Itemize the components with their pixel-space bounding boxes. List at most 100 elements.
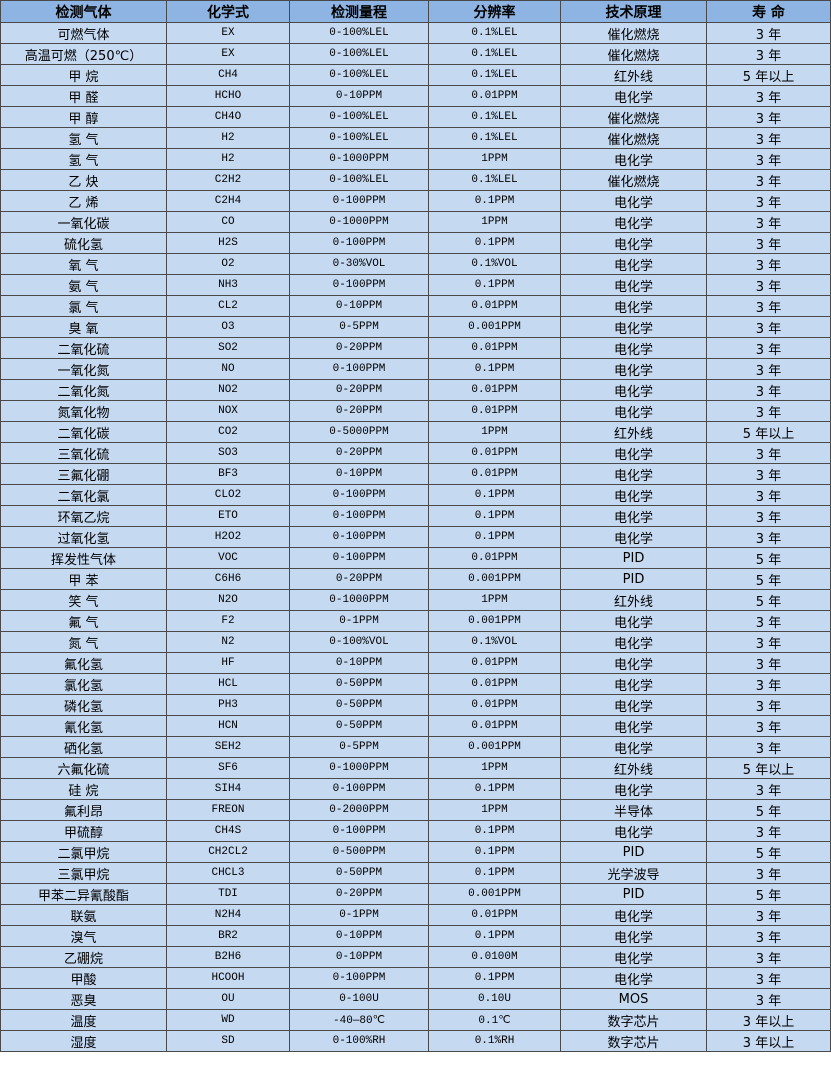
cell-range: 0-100PPM <box>289 505 429 527</box>
cell-range: 0-100%LEL <box>289 169 429 191</box>
table-row: 氟 气 F2 0-1PPM 0.001PPM 电化学 3 年 <box>0 610 831 632</box>
cell-resolution: 0.1PPM <box>428 232 561 254</box>
cell-range: 0-100PPM <box>289 820 429 842</box>
cell-formula: OU <box>166 988 290 1010</box>
cell-lifespan: 3 年 <box>706 22 831 44</box>
table-row: 二氧化氯 CLO2 0-100PPM 0.1PPM 电化学 3 年 <box>0 484 831 506</box>
table-row: 磷化氢 PH3 0-50PPM 0.01PPM 电化学 3 年 <box>0 694 831 716</box>
cell-lifespan: 3 年 <box>706 967 831 989</box>
table-row: 三氟化硼 BF3 0-10PPM 0.01PPM 电化学 3 年 <box>0 463 831 485</box>
cell-lifespan: 3 年 <box>706 736 831 758</box>
cell-range: 0-50PPM <box>289 673 429 695</box>
cell-lifespan: 3 年 <box>706 652 831 674</box>
cell-gas: 甲硫醇 <box>0 820 167 842</box>
cell-resolution: 0.1℃ <box>428 1009 561 1031</box>
cell-formula: C2H2 <box>166 169 290 191</box>
cell-resolution: 0.01PPM <box>428 295 561 317</box>
cell-resolution: 0.001PPM <box>428 568 561 590</box>
cell-lifespan: 3 年以上 <box>706 1030 831 1052</box>
cell-gas: 氮氧化物 <box>0 400 167 422</box>
cell-range: 0-100%LEL <box>289 106 429 128</box>
cell-lifespan: 3 年 <box>706 43 831 65</box>
table-row: 甲 苯 C6H6 0-20PPM 0.001PPM PID 5 年 <box>0 568 831 590</box>
cell-range: 0-2000PPM <box>289 799 429 821</box>
cell-principle: 电化学 <box>560 190 707 212</box>
cell-gas: 磷化氢 <box>0 694 167 716</box>
cell-gas: 环氧乙烷 <box>0 505 167 527</box>
cell-range: 0-1000PPM <box>289 589 429 611</box>
cell-formula: H2S <box>166 232 290 254</box>
cell-range: 0-100PPM <box>289 232 429 254</box>
header-range: 检测量程 <box>289 0 429 23</box>
cell-resolution: 1PPM <box>428 757 561 779</box>
cell-gas: 二氯甲烷 <box>0 841 167 863</box>
cell-principle: 电化学 <box>560 925 707 947</box>
header-principle: 技术原理 <box>560 0 707 23</box>
cell-formula: BF3 <box>166 463 290 485</box>
cell-gas: 乙硼烷 <box>0 946 167 968</box>
table-row: 甲酸 HCOOH 0-100PPM 0.1PPM 电化学 3 年 <box>0 967 831 989</box>
cell-principle: 电化学 <box>560 379 707 401</box>
table-row: 硅 烷 SIH4 0-100PPM 0.1PPM 电化学 3 年 <box>0 778 831 800</box>
cell-lifespan: 3 年 <box>706 631 831 653</box>
cell-formula: TDI <box>166 883 290 905</box>
cell-resolution: 0.1%LEL <box>428 127 561 149</box>
cell-gas: 氟利昂 <box>0 799 167 821</box>
cell-resolution: 0.001PPM <box>428 316 561 338</box>
cell-range: 0-100PPM <box>289 358 429 380</box>
table-row: 联氨 N2H4 0-1PPM 0.01PPM 电化学 3 年 <box>0 904 831 926</box>
cell-resolution: 0.1PPM <box>428 862 561 884</box>
header-formula: 化学式 <box>166 0 290 23</box>
cell-lifespan: 3 年 <box>706 715 831 737</box>
table-row: 甲苯二异氰酸酯 TDI 0-20PPM 0.001PPM PID 5 年 <box>0 883 831 905</box>
cell-principle: 电化学 <box>560 463 707 485</box>
cell-resolution: 1PPM <box>428 211 561 233</box>
cell-gas: 甲苯二异氰酸酯 <box>0 883 167 905</box>
cell-principle: 光学波导 <box>560 862 707 884</box>
cell-formula: HCL <box>166 673 290 695</box>
cell-principle: 催化燃烧 <box>560 43 707 65</box>
cell-range: -40—80℃ <box>289 1009 429 1031</box>
cell-resolution: 0.1PPM <box>428 841 561 863</box>
cell-resolution: 1PPM <box>428 421 561 443</box>
cell-principle: 电化学 <box>560 211 707 233</box>
table-row: 氮氧化物 NOX 0-20PPM 0.01PPM 电化学 3 年 <box>0 400 831 422</box>
cell-lifespan: 3 年 <box>706 526 831 548</box>
cell-principle: 数字芯片 <box>560 1009 707 1031</box>
table-row: 环氧乙烷 ETO 0-100PPM 0.1PPM 电化学 3 年 <box>0 505 831 527</box>
table-row: 湿度 SD 0-100%RH 0.1%RH 数字芯片 3 年以上 <box>0 1030 831 1052</box>
cell-resolution: 0.001PPM <box>428 736 561 758</box>
cell-formula: CH4 <box>166 64 290 86</box>
cell-range: 0-1000PPM <box>289 148 429 170</box>
cell-formula: N2O <box>166 589 290 611</box>
cell-formula: HCHO <box>166 85 290 107</box>
cell-range: 0-50PPM <box>289 862 429 884</box>
cell-principle: 半导体 <box>560 799 707 821</box>
cell-gas: 二氧化碳 <box>0 421 167 443</box>
cell-principle: 电化学 <box>560 610 707 632</box>
cell-lifespan: 3 年 <box>706 169 831 191</box>
cell-formula: ETO <box>166 505 290 527</box>
cell-principle: 电化学 <box>560 526 707 548</box>
cell-principle: 数字芯片 <box>560 1030 707 1052</box>
cell-gas: 硅 烷 <box>0 778 167 800</box>
cell-resolution: 0.01PPM <box>428 547 561 569</box>
cell-resolution: 0.01PPM <box>428 463 561 485</box>
table-row: 三氯甲烷 CHCL3 0-50PPM 0.1PPM 光学波导 3 年 <box>0 862 831 884</box>
cell-range: 0-20PPM <box>289 883 429 905</box>
cell-principle: 电化学 <box>560 442 707 464</box>
table-header-row: 检测气体 化学式 检测量程 分辨率 技术原理 寿 命 <box>0 0 831 23</box>
cell-range: 0-20PPM <box>289 442 429 464</box>
cell-formula: CH4S <box>166 820 290 842</box>
cell-gas: 挥发性气体 <box>0 547 167 569</box>
table-row: 乙 炔 C2H2 0-100%LEL 0.1%LEL 催化燃烧 3 年 <box>0 169 831 191</box>
cell-resolution: 0.01PPM <box>428 673 561 695</box>
cell-principle: 电化学 <box>560 694 707 716</box>
cell-formula: CLO2 <box>166 484 290 506</box>
cell-formula: H2O2 <box>166 526 290 548</box>
cell-lifespan: 5 年以上 <box>706 64 831 86</box>
cell-resolution: 0.01PPM <box>428 337 561 359</box>
cell-resolution: 0.1PPM <box>428 484 561 506</box>
cell-lifespan: 5 年以上 <box>706 757 831 779</box>
cell-principle: 电化学 <box>560 85 707 107</box>
